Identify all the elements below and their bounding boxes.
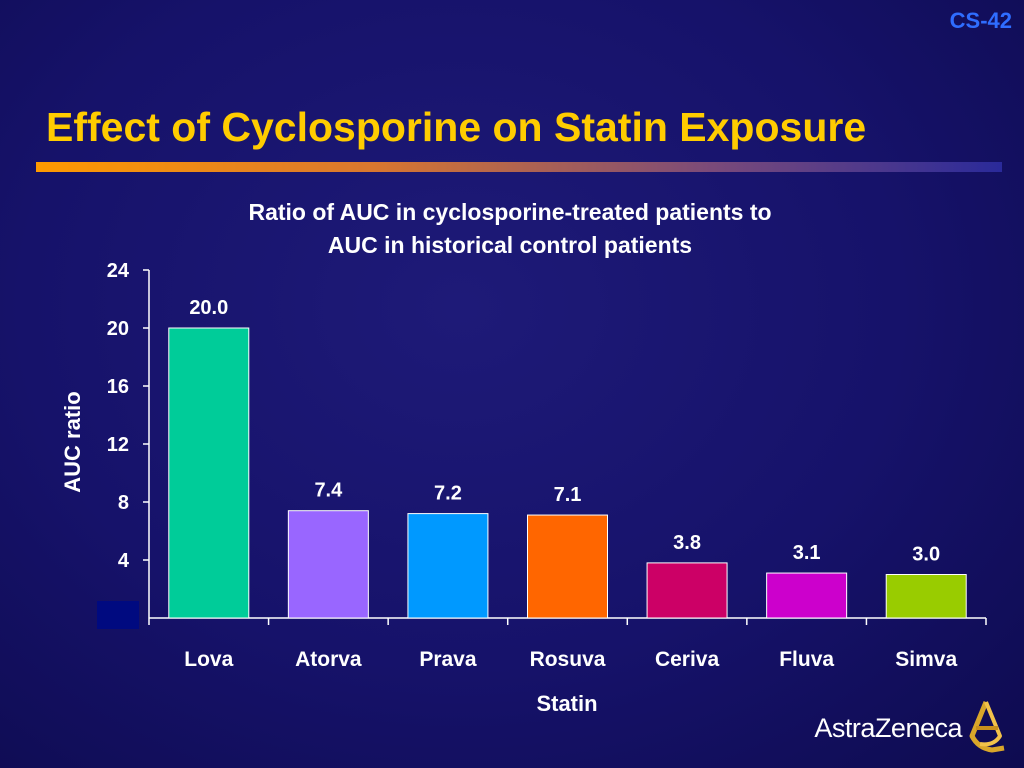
astrazeneca-symbol-icon — [969, 701, 1005, 753]
astrazeneca-logo: AstraZeneca — [800, 698, 1010, 754]
slide-title: Effect of Cyclosporine on Statin Exposur… — [46, 104, 867, 150]
bar — [885, 574, 967, 619]
x-axis-title: Statin — [536, 691, 597, 716]
title-underline — [36, 162, 1002, 172]
x-tick-label: Ceriva — [655, 648, 720, 671]
bar — [407, 513, 489, 619]
y-axis-title: AUC ratio — [60, 391, 85, 492]
chart-corner-block — [97, 601, 139, 629]
x-tick-label: Fluva — [779, 648, 834, 671]
x-tick-label: Rosuva — [530, 648, 606, 671]
y-tick-label: 4 — [118, 550, 130, 572]
y-tick-label: 8 — [118, 492, 129, 514]
bar — [766, 572, 848, 619]
x-tick-label: Lova — [184, 648, 233, 671]
y-tick-label: 16 — [107, 376, 129, 398]
y-tick-label: 20 — [107, 318, 129, 340]
bar-value-label: 3.0 — [912, 544, 940, 566]
y-tick-label: 24 — [107, 260, 130, 282]
bar-value-label: 20.0 — [189, 297, 228, 319]
bar-value-label: 3.1 — [793, 542, 821, 564]
x-tick-label: Atorva — [295, 648, 362, 671]
chart-title-line-1: Ratio of AUC in cyclosporine-treated pat… — [248, 199, 772, 225]
x-tick-label: Simva — [895, 648, 957, 671]
labels: 4 8 12 16 20 24 20.0 Lova 7.4 Atorva 7.2 Prava 7.1 Ro… — [107, 260, 958, 671]
slide-number: CS-42 — [949, 8, 1012, 33]
bar-value-label: 7.1 — [554, 484, 582, 506]
bar-value-label: 7.2 — [434, 483, 462, 505]
x-tick-label: Prava — [419, 648, 477, 671]
bar-value-label: 7.4 — [314, 480, 343, 502]
logo-wordmark: AstraZeneca — [814, 713, 962, 743]
chart-title-line-2: AUC in historical control patients — [327, 232, 693, 258]
bars — [168, 327, 967, 619]
bar-value-label: 3.8 — [673, 532, 701, 554]
bar — [646, 562, 728, 619]
bar — [168, 327, 250, 619]
y-tick-label: 12 — [107, 434, 129, 456]
chart-title: Ratio of AUC in cyclosporine-treated pat… — [170, 196, 850, 262]
bar — [527, 514, 608, 619]
bar — [287, 510, 369, 619]
